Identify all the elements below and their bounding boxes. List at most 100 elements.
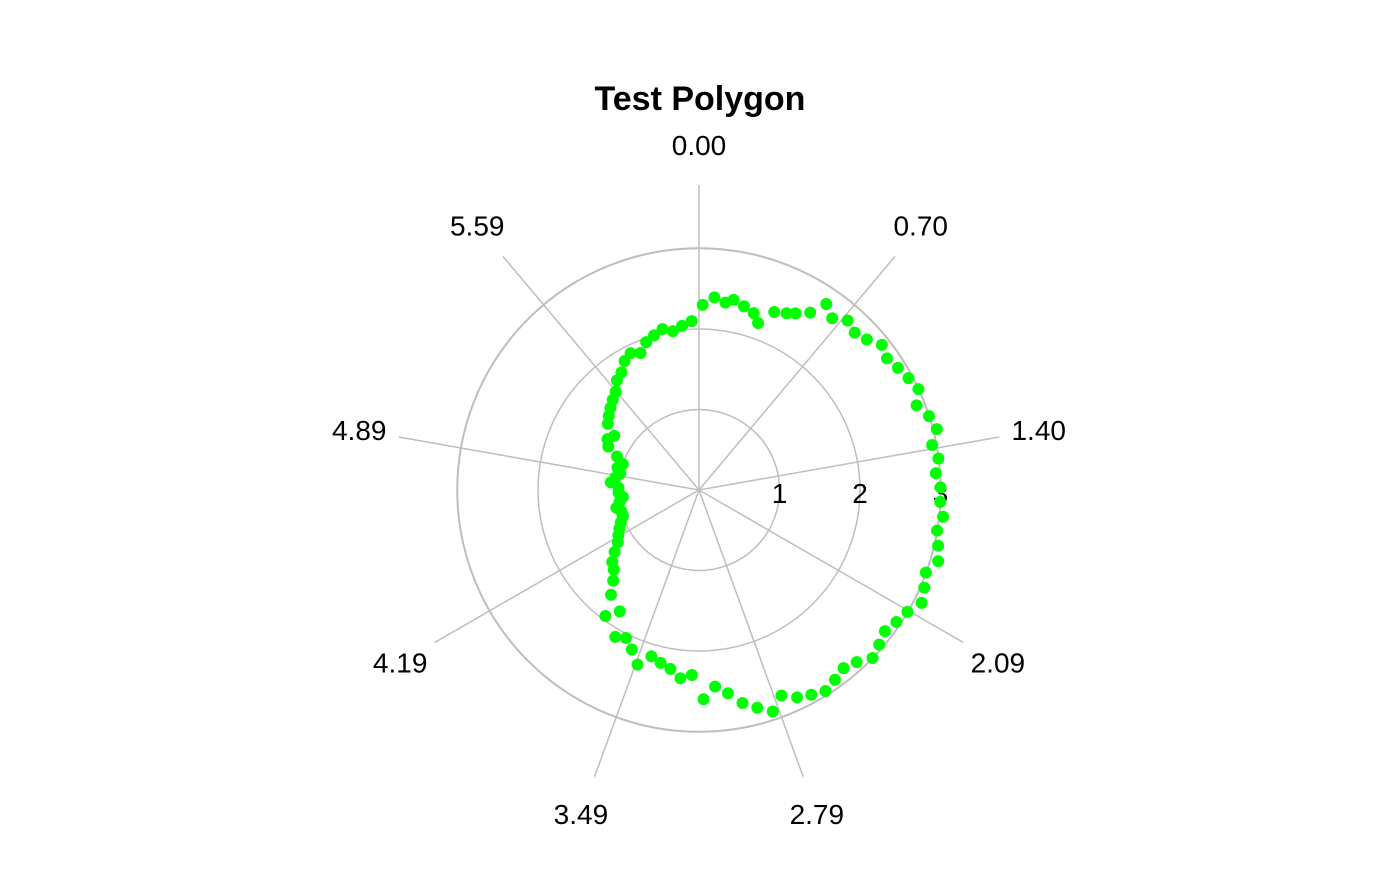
- data-point: [932, 555, 945, 568]
- data-point: [937, 510, 950, 523]
- data-point: [915, 596, 928, 609]
- data-point: [721, 687, 734, 700]
- data-point: [805, 688, 818, 701]
- grid-spoke-3: [698, 489, 964, 644]
- grid-spoke-1: [698, 255, 896, 491]
- data-point: [890, 615, 903, 628]
- data-point: [934, 495, 947, 508]
- data-point: [926, 438, 939, 451]
- data-point: [820, 297, 833, 310]
- angular-tick-label: 2.09: [971, 647, 1026, 678]
- angular-tick-label: 3.49: [554, 799, 609, 830]
- data-point: [878, 625, 891, 638]
- data-point: [615, 366, 628, 379]
- data-point: [775, 689, 788, 702]
- data-point: [697, 693, 710, 706]
- data-point: [648, 329, 661, 342]
- data-point: [608, 429, 621, 442]
- data-point: [768, 306, 781, 319]
- data-point: [685, 315, 698, 328]
- grid-spoke-4: [698, 489, 804, 777]
- data-point: [674, 672, 687, 685]
- angular-tick-label: 4.89: [332, 415, 387, 446]
- data-point: [625, 643, 638, 656]
- data-point: [613, 605, 626, 618]
- data-point: [912, 383, 925, 396]
- data-point: [828, 673, 841, 686]
- data-point: [619, 631, 632, 644]
- data-point: [606, 555, 619, 568]
- grid-spoke-6: [434, 489, 700, 644]
- data-point: [873, 638, 886, 651]
- data-point: [709, 680, 722, 693]
- data-point: [880, 352, 893, 365]
- data-point: [631, 658, 644, 671]
- angular-tick-labels: 0.00 0.70 1.40 2.09 2.79 3.49 4.19 4.89 5.59: [332, 130, 1066, 830]
- data-point: [737, 300, 750, 313]
- angular-tick-label: 5.59: [450, 211, 505, 242]
- data-point: [848, 326, 861, 339]
- data-point: [918, 581, 931, 594]
- data-point: [640, 336, 653, 349]
- data-point: [931, 524, 944, 537]
- data-point: [930, 423, 943, 436]
- data-point: [837, 662, 850, 675]
- data-point: [922, 410, 935, 423]
- data-point: [866, 651, 879, 664]
- data-point: [860, 333, 873, 346]
- grid-spoke-5: [593, 489, 700, 777]
- chart-title: Test Polygon: [595, 80, 806, 118]
- data-point: [910, 399, 923, 412]
- angular-tick-label: 0.70: [893, 211, 948, 242]
- data-point: [645, 650, 658, 663]
- data-points: [599, 291, 950, 718]
- data-point: [819, 685, 832, 698]
- data-point: [608, 545, 621, 558]
- data-point: [891, 361, 904, 374]
- data-point: [751, 701, 764, 714]
- data-point: [605, 588, 618, 601]
- angular-tick-label: 2.79: [790, 799, 845, 830]
- data-point: [766, 705, 779, 718]
- radial-tick-label: 2: [852, 478, 868, 509]
- data-point: [752, 317, 765, 330]
- data-point: [611, 450, 624, 463]
- data-point: [708, 291, 721, 304]
- grid-spoke-8: [502, 255, 700, 491]
- data-point: [624, 347, 637, 360]
- angular-grid-spokes: [398, 185, 1000, 777]
- grid-spoke-7: [398, 436, 700, 491]
- data-point: [826, 312, 839, 325]
- data-point: [666, 325, 679, 338]
- data-point: [789, 307, 802, 320]
- data-point: [654, 656, 667, 669]
- data-point: [676, 319, 689, 332]
- data-point: [804, 306, 817, 319]
- angular-tick-label: 0.00: [672, 130, 727, 161]
- data-point: [609, 385, 622, 398]
- radial-tick-label: 1: [772, 478, 788, 509]
- data-point: [932, 539, 945, 552]
- data-point: [934, 481, 947, 494]
- data-point: [902, 372, 915, 385]
- data-point: [780, 307, 793, 320]
- data-point: [607, 574, 620, 587]
- data-point: [901, 605, 914, 618]
- data-point: [875, 338, 888, 351]
- data-point: [932, 452, 945, 465]
- data-point: [791, 691, 804, 704]
- data-point: [727, 293, 740, 306]
- data-point: [685, 669, 698, 682]
- angular-tick-label: 4.19: [373, 647, 428, 678]
- data-point: [736, 696, 749, 709]
- data-point: [664, 662, 677, 675]
- data-point: [929, 467, 942, 480]
- angular-tick-label: 1.40: [1011, 415, 1066, 446]
- data-point: [609, 630, 622, 643]
- data-point: [747, 307, 760, 320]
- data-point: [656, 323, 669, 336]
- data-point: [599, 610, 612, 623]
